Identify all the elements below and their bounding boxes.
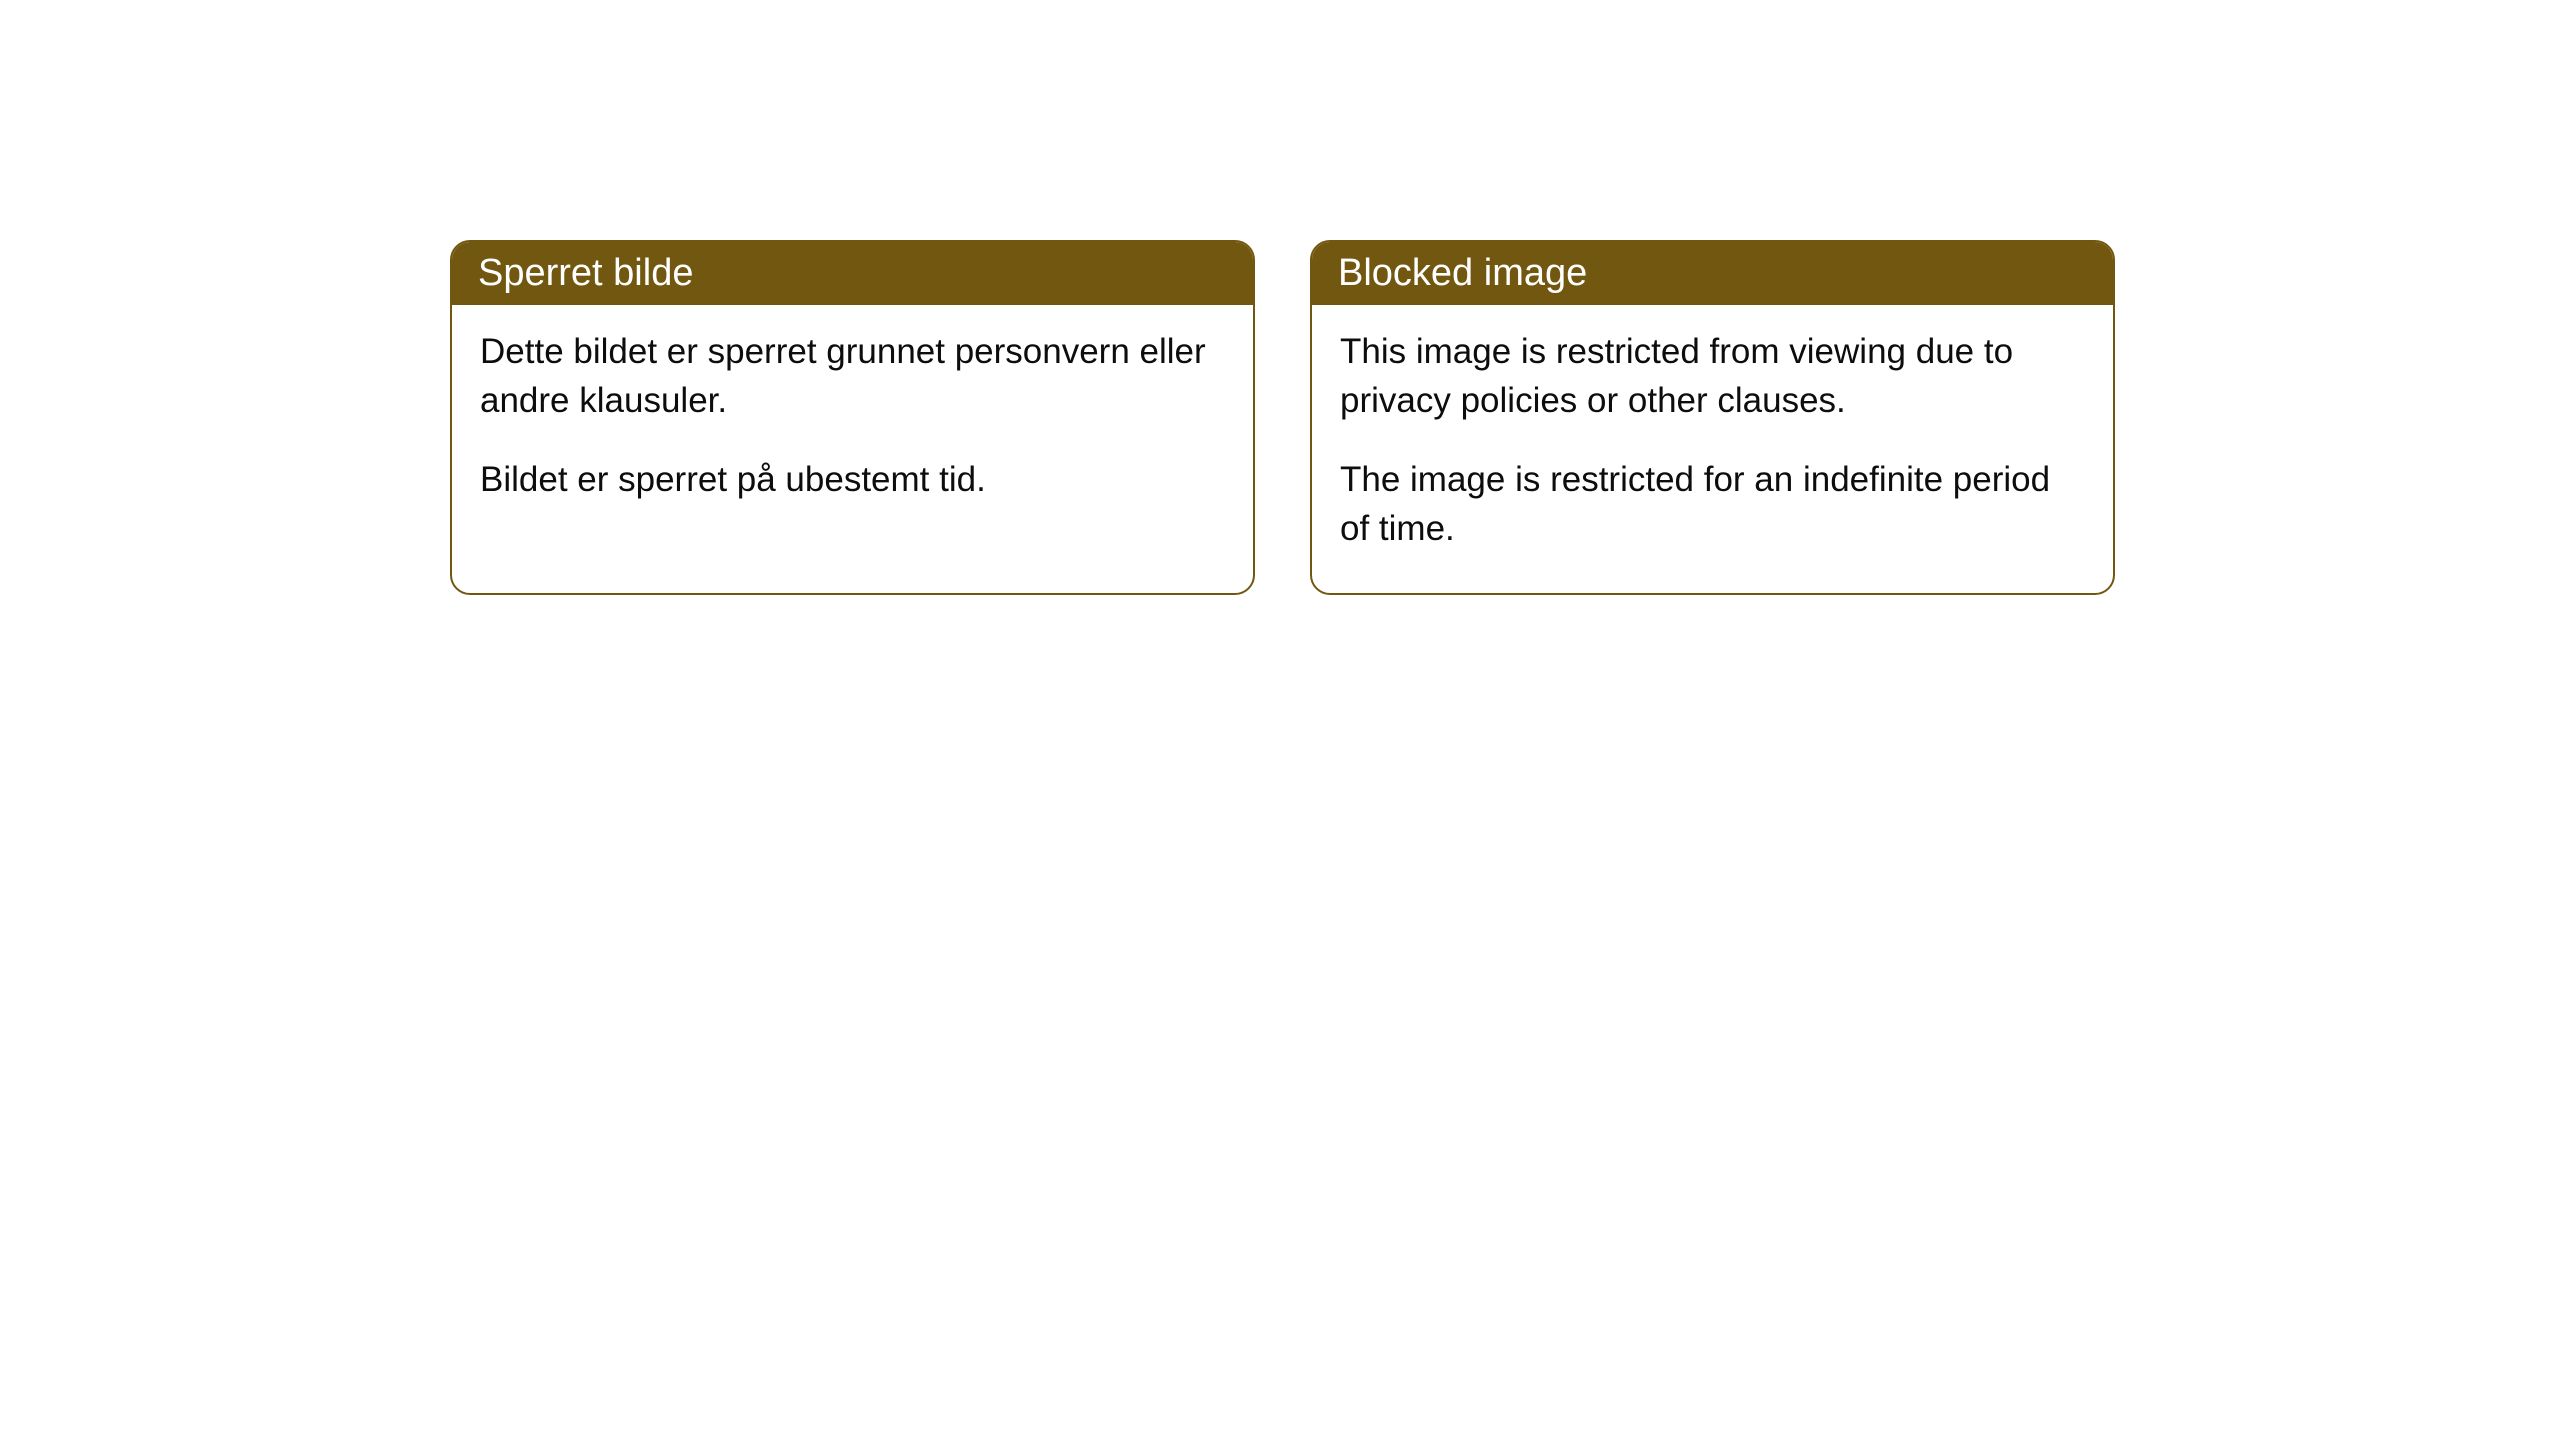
notice-card-english: Blocked image This image is restricted f…: [1310, 240, 2115, 595]
card-title-norwegian: Sperret bilde: [452, 242, 1253, 305]
card-paragraph-1-english: This image is restricted from viewing du…: [1340, 327, 2085, 425]
card-paragraph-1-norwegian: Dette bildet er sperret grunnet personve…: [480, 327, 1225, 425]
notice-cards-container: Sperret bilde Dette bildet er sperret gr…: [450, 240, 2115, 595]
card-body-english: This image is restricted from viewing du…: [1312, 305, 2113, 593]
card-body-norwegian: Dette bildet er sperret grunnet personve…: [452, 305, 1253, 544]
notice-card-norwegian: Sperret bilde Dette bildet er sperret gr…: [450, 240, 1255, 595]
card-paragraph-2-english: The image is restricted for an indefinit…: [1340, 455, 2085, 553]
card-title-english: Blocked image: [1312, 242, 2113, 305]
card-paragraph-2-norwegian: Bildet er sperret på ubestemt tid.: [480, 455, 1225, 504]
